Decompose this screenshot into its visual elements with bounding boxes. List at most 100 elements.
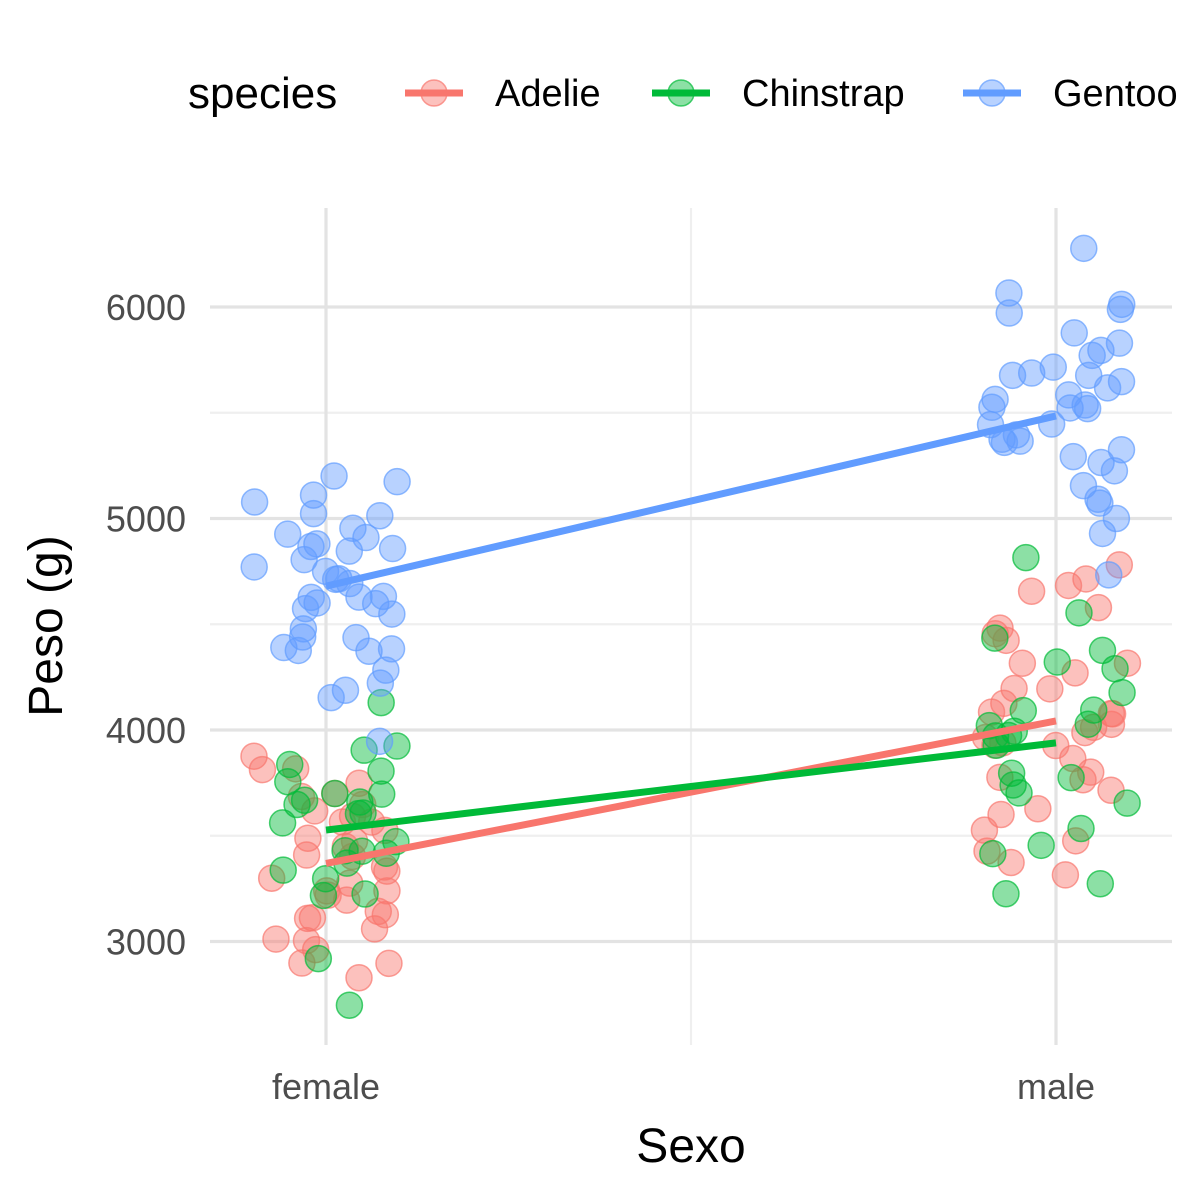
data-point-chinstrap (346, 788, 374, 816)
data-point-gentoo (366, 501, 394, 530)
data-point-gentoo (1105, 329, 1134, 357)
data-point-chinstrap (1067, 814, 1095, 843)
y-axis-title: Peso (g) (20, 535, 73, 716)
data-point-gentoo (378, 534, 407, 563)
data-point-adelie (1072, 565, 1100, 593)
data-point-gentoo (317, 683, 345, 712)
data-point-gentoo (366, 669, 395, 697)
data-point-gentoo (299, 499, 328, 528)
data-point-adelie (1069, 765, 1097, 794)
panel-grid (210, 208, 1172, 1045)
data-point-chinstrap (367, 688, 395, 717)
data-point-chinstrap (1009, 696, 1038, 725)
data-point-chinstrap (1101, 654, 1129, 683)
data-point-gentoo (297, 532, 325, 561)
data-point-chinstrap (283, 790, 311, 819)
x-axis-title: Sexo (636, 1120, 745, 1173)
data-point-gentoo (1074, 361, 1103, 390)
data-point-chinstrap (309, 881, 338, 910)
x-tick-label: male (1017, 1066, 1095, 1107)
data-point-adelie (371, 900, 400, 929)
data-point-gentoo (377, 635, 406, 663)
data-point-gentoo (240, 553, 268, 581)
data-point-chinstrap (367, 757, 395, 785)
data-point-gentoo (383, 467, 411, 496)
data-point-gentoo (331, 676, 360, 704)
data-point-gentoo (355, 637, 383, 665)
trend-line-gentoo (325, 412, 1057, 590)
data-point-gentoo (369, 582, 398, 611)
data-point-adelie (1017, 577, 1046, 605)
data-point-adelie (332, 886, 361, 914)
data-point-gentoo (1107, 435, 1136, 464)
data-point-chinstrap (1027, 831, 1055, 860)
legend-label: Adelie (495, 73, 601, 115)
data-point-gentoo (1070, 234, 1098, 263)
data-point-chinstrap (1108, 678, 1136, 707)
data-point-gentoo (995, 299, 1023, 327)
data-point-adelie (1105, 551, 1134, 579)
data-point-gentoo (995, 279, 1023, 307)
data-point-chinstrap (383, 732, 411, 760)
data-point-gentoo (335, 537, 364, 565)
legend-title: species (188, 69, 337, 118)
data-point-chinstrap (350, 736, 378, 764)
data-point-adelie (1036, 675, 1064, 703)
data-point-gentoo (1060, 319, 1088, 347)
data-point-gentoo (1107, 367, 1136, 396)
data-point-adelie (248, 755, 277, 784)
data-point-chinstrap (304, 944, 333, 973)
data-point-adelie (345, 964, 373, 992)
trend-line-adelie (325, 717, 1057, 867)
data-point-gentoo (1073, 394, 1102, 423)
legend-entry-chinstrap: Chinstrap (652, 73, 905, 115)
data-point-gentoo (339, 514, 367, 543)
y-tick-label: 4000 (106, 710, 186, 751)
data-point-adelie (300, 797, 329, 825)
legend-entry-gentoo: Gentoo (963, 73, 1178, 115)
data-point-gentoo (378, 600, 406, 628)
data-point-adelie (298, 904, 327, 932)
data-point-gentoo (284, 636, 313, 665)
data-point-adelie (288, 949, 316, 977)
data-point-gentoo (289, 615, 318, 643)
data-point-gentoo (978, 393, 1006, 422)
data-point-adelie (997, 848, 1025, 877)
data-point-chinstrap (1113, 789, 1141, 817)
y-tick-label: 3000 (106, 922, 186, 963)
data-point-chinstrap (335, 991, 364, 1019)
data-point-chinstrap (351, 880, 379, 908)
data-point-adelie (375, 949, 403, 978)
data-point-gentoo (1093, 374, 1122, 402)
data-point-chinstrap (1074, 710, 1103, 738)
data-point-gentoo (1094, 561, 1123, 589)
legend-entry-adelie: Adelie (405, 73, 601, 115)
data-point-gentoo (1087, 336, 1115, 365)
data-point-gentoo (345, 583, 373, 611)
data-point-gentoo (290, 545, 318, 574)
data-point-gentoo (1078, 341, 1106, 370)
data-point-gentoo (365, 727, 394, 756)
data-point-gentoo (240, 488, 269, 516)
legend-label: Chinstrap (742, 73, 905, 115)
trend-lines (325, 412, 1057, 867)
data-point-chinstrap (269, 856, 297, 884)
y-axis-ticks: 3000 4000 5000 6000 (106, 287, 186, 963)
data-point-adelie (1008, 649, 1037, 677)
data-point-chinstrap (1065, 599, 1093, 627)
data-point-chinstrap (979, 839, 1007, 868)
data-point-chinstrap (268, 809, 297, 837)
x-axis-ticks: female male (272, 1066, 1095, 1107)
data-point-gentoo (273, 520, 302, 548)
data-point-gentoo (361, 589, 390, 618)
legend: species Adelie Chinstrap Gentoo (188, 69, 1178, 118)
data-point-gentoo (1102, 504, 1131, 533)
data-point-chinstrap (1043, 648, 1072, 676)
data-point-gentoo (1087, 448, 1115, 477)
data-point-chinstrap (290, 786, 319, 814)
data-point-adelie (992, 626, 1020, 655)
data-point-adelie (373, 877, 401, 905)
data-point-adelie (240, 742, 268, 770)
data-point-adelie (1051, 861, 1080, 889)
